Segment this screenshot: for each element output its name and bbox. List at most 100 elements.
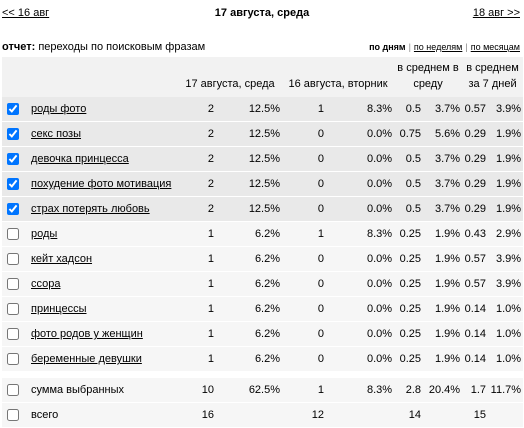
next-day-link[interactable]: 18 авг >> bbox=[472, 7, 520, 19]
row-checkbox[interactable] bbox=[7, 178, 19, 191]
date-nav: << 16 авг 17 августа, среда 18 авг >> bbox=[0, 0, 524, 28]
row-checkbox[interactable] bbox=[7, 384, 19, 397]
checkbox-cell bbox=[2, 97, 28, 122]
value-cell: 1.9% bbox=[423, 322, 463, 347]
period-link[interactable]: по месяцам bbox=[470, 42, 520, 52]
phrase-cell: принцессы bbox=[28, 297, 178, 322]
column-header: 16 августа, вторник bbox=[282, 57, 395, 97]
row-checkbox[interactable] bbox=[7, 153, 19, 166]
phrase-cell: похудение фото мотивация bbox=[28, 172, 178, 197]
phrase-cell: фото родов у женщин bbox=[28, 322, 178, 347]
value-cell: 1.0% bbox=[488, 322, 524, 347]
row-checkbox[interactable] bbox=[7, 103, 19, 116]
value-cell: 3.9% bbox=[488, 272, 524, 297]
value-cell: 0 bbox=[282, 272, 327, 297]
report-info: отчет: переходы по поисковым фразам bbox=[2, 41, 205, 53]
value-cell: 62.5% bbox=[216, 378, 283, 403]
value-cell: 0.5 bbox=[394, 172, 424, 197]
value-cell: 5.6% bbox=[423, 122, 463, 147]
prev-day-link[interactable]: << 16 авг bbox=[2, 7, 50, 19]
value-cell: 1.9% bbox=[423, 272, 463, 297]
stats-table: 17 августа, среда 16 августа, вторник в ср… bbox=[2, 57, 524, 428]
value-cell: 0.25 bbox=[394, 222, 424, 247]
phrase-link[interactable]: кейт хадсон bbox=[31, 253, 93, 265]
value-cell: 1.9% bbox=[423, 347, 463, 372]
table-row: принцессы 1 6.2% 0 0.0% 0.25 1.9% 0.14 1.0% bbox=[2, 297, 524, 322]
row-checkbox[interactable] bbox=[7, 409, 19, 422]
value-cell: 2 bbox=[178, 147, 216, 172]
date-title: 17 августа, среда bbox=[214, 7, 310, 19]
row-checkbox[interactable] bbox=[7, 303, 19, 316]
value-cell: 1 bbox=[178, 222, 216, 247]
value-cell: 0.0% bbox=[326, 147, 395, 172]
value-cell: 0.25 bbox=[394, 347, 424, 372]
phrase-cell: секс позы bbox=[28, 122, 178, 147]
report-label: отчет: bbox=[2, 41, 36, 53]
column-header: 17 августа, среда bbox=[178, 57, 283, 97]
phrase-link[interactable]: секс позы bbox=[31, 128, 82, 140]
row-checkbox[interactable] bbox=[7, 353, 19, 366]
phrase-link[interactable]: роды bbox=[31, 228, 58, 240]
empty-cell bbox=[423, 403, 463, 428]
period-link[interactable]: по неделям bbox=[413, 42, 463, 52]
table-row: похудение фото мотивация 2 12.5% 0 0.0% 0.5 3.… bbox=[2, 172, 524, 197]
value-cell: 0.29 bbox=[462, 147, 489, 172]
value-cell: 6.2% bbox=[216, 347, 283, 372]
value-cell: 1 bbox=[178, 322, 216, 347]
phrase-link[interactable]: ссора bbox=[31, 278, 61, 290]
value-cell: 0 bbox=[282, 122, 327, 147]
separator: | bbox=[465, 42, 468, 52]
value-cell: 1.0% bbox=[488, 297, 524, 322]
value-cell: 1 bbox=[178, 247, 216, 272]
value-cell: 2 bbox=[178, 122, 216, 147]
total-cell: 16 bbox=[178, 403, 216, 428]
table-row: фото родов у женщин 1 6.2% 0 0.0% 0.25 1.9% 0.1… bbox=[2, 322, 524, 347]
phrase-link[interactable]: похудение фото мотивация bbox=[31, 178, 172, 190]
value-cell: 1 bbox=[282, 378, 327, 403]
value-cell: 2.9% bbox=[488, 222, 524, 247]
row-checkbox[interactable] bbox=[7, 203, 19, 216]
row-label: сумма выбранных bbox=[31, 384, 125, 396]
value-cell: 0.29 bbox=[462, 197, 489, 222]
value-cell: 3.7% bbox=[423, 197, 463, 222]
phrase-link[interactable]: страх потерять любовь bbox=[31, 203, 150, 215]
value-cell: 0.25 bbox=[394, 272, 424, 297]
phrase-link[interactable]: принцессы bbox=[31, 303, 87, 315]
report-name: переходы по поисковым фразам bbox=[38, 41, 206, 53]
period-link[interactable]: по дням bbox=[369, 42, 406, 52]
value-cell: 0.29 bbox=[462, 172, 489, 197]
checkbox-cell bbox=[2, 322, 28, 347]
report-bar: отчет: переходы по поисковым фразам по д… bbox=[0, 28, 524, 57]
row-checkbox[interactable] bbox=[7, 128, 19, 141]
row-checkbox[interactable] bbox=[7, 328, 19, 341]
value-cell: 8.3% bbox=[326, 97, 395, 122]
value-cell: 1.9% bbox=[488, 172, 524, 197]
phrase-link[interactable]: роды фото bbox=[31, 103, 87, 115]
row-checkbox[interactable] bbox=[7, 278, 19, 291]
row-checkbox[interactable] bbox=[7, 253, 19, 266]
row-checkbox[interactable] bbox=[7, 228, 19, 241]
separator: | bbox=[408, 42, 411, 52]
value-cell: 1 bbox=[178, 347, 216, 372]
value-cell: 6.2% bbox=[216, 247, 283, 272]
table-row: роды 1 6.2% 1 8.3% 0.25 1.9% 0.43 2.9% bbox=[2, 222, 524, 247]
value-cell: 2 bbox=[178, 197, 216, 222]
value-cell: 1.9% bbox=[423, 222, 463, 247]
value-cell: 1.7 bbox=[462, 378, 489, 403]
value-cell: 6.2% bbox=[216, 272, 283, 297]
phrase-link[interactable]: фото родов у женщин bbox=[31, 328, 143, 340]
value-cell: 0 bbox=[282, 197, 327, 222]
value-cell: 0.0% bbox=[326, 197, 395, 222]
table-row: ссора 1 6.2% 0 0.0% 0.25 1.9% 0.57 3.9% bbox=[2, 272, 524, 297]
phrase-link[interactable]: девочка принцесса bbox=[31, 153, 129, 165]
checkbox-cell bbox=[2, 297, 28, 322]
phrase-link[interactable]: беременные девушки bbox=[31, 353, 142, 365]
table-row: девочка принцесса 2 12.5% 0 0.0% 0.5 3.7% 0.29 1… bbox=[2, 147, 524, 172]
value-cell: 0 bbox=[282, 147, 327, 172]
value-cell: 6.2% bbox=[216, 297, 283, 322]
empty-cell bbox=[326, 403, 395, 428]
value-cell: 2 bbox=[178, 172, 216, 197]
phrase-cell: кейт хадсон bbox=[28, 247, 178, 272]
checkbox-cell bbox=[2, 122, 28, 147]
value-cell: 0.14 bbox=[462, 347, 489, 372]
